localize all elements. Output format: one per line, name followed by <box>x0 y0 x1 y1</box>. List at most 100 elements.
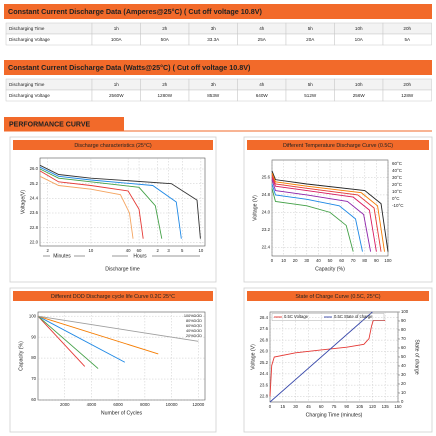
section-title: Constant Current Discharge Data (Watts@2… <box>8 63 251 72</box>
x-tick-label: 75 <box>332 404 337 409</box>
legend-entry: 10°C <box>392 189 403 194</box>
x-tick-label: 45 <box>306 404 311 409</box>
y-tick-label: 26.0 <box>260 349 269 354</box>
cell-text: 1h <box>114 26 120 31</box>
y-tick-label: 24.4 <box>260 371 269 376</box>
y-tick-label: 24.0 <box>262 210 271 215</box>
cell-text: 2h <box>162 82 168 87</box>
y-axis-label: Voltage (V) <box>250 344 256 370</box>
x-tick-label: 40 <box>126 248 131 253</box>
x-tick-label: 10 <box>89 248 94 253</box>
cell-text: 3h <box>211 82 217 87</box>
series-line <box>39 175 134 239</box>
x-axis-label: Capacity (%) <box>315 266 345 272</box>
cell-text: Discharging Time <box>9 26 45 31</box>
x-tick-label: 0 <box>269 404 272 409</box>
x-tick-label: 15 <box>280 404 285 409</box>
cell-text: 25A <box>258 37 267 42</box>
cell-text: 5h <box>308 26 314 31</box>
legend-entry: 0°C <box>392 196 400 201</box>
y-axis-label: Voltage(V) <box>20 190 26 214</box>
series-line <box>39 170 144 239</box>
x-tick-label: 12000 <box>192 402 205 407</box>
series-line <box>37 315 86 367</box>
x-tick-label: 4000 <box>87 402 97 407</box>
y2-tick-label: 80 <box>401 327 406 332</box>
x-tick-label: 10 <box>281 258 286 263</box>
x-tick-label: 3 <box>167 248 170 253</box>
cell-text: 512W <box>304 93 317 98</box>
x-axis-label: Number of Cycles <box>101 410 143 416</box>
x-tick-label: 0 <box>271 258 274 263</box>
y-tick-label: 100 <box>29 313 37 318</box>
series-line <box>271 188 354 252</box>
cell-text: 100A <box>111 37 123 42</box>
cell-text: 5h <box>308 82 314 87</box>
x-tick-label: 80 <box>362 258 367 263</box>
x-tick-label: 2000 <box>60 402 70 407</box>
y-tick-label: 23.6 <box>30 210 39 215</box>
cell-text: 128W <box>401 93 414 98</box>
x-axis-label: Charging Time (minutes) <box>306 412 363 418</box>
annotation: Hours <box>133 254 147 260</box>
x-tick-label: 135 <box>382 404 390 409</box>
y-tick-label: 70 <box>31 376 36 381</box>
cell-text: 3h <box>211 26 217 31</box>
chart-title: Different DOD Discharge cycle life Curve… <box>51 294 175 300</box>
y-tick-label: 24.4 <box>30 195 39 200</box>
series-line <box>37 315 99 369</box>
panel-title-bar <box>247 140 429 150</box>
cell-text: 33.3A <box>207 37 220 42</box>
y2-tick-label: 100 <box>401 309 409 314</box>
cell-text: 256W <box>353 93 366 98</box>
legend-entry: 100%DOD <box>184 314 202 318</box>
cell-text: Discharging Time <box>9 82 45 87</box>
legend-entry: 80%DOD <box>186 319 202 323</box>
x-tick-label: 90 <box>374 258 379 263</box>
y-tick-label: 25.2 <box>260 360 269 365</box>
legend-entry: 40%DOD <box>186 329 202 333</box>
x-tick-label: 105 <box>356 404 364 409</box>
cell-text: 1280W <box>157 93 172 98</box>
panel-title-bar <box>13 291 213 301</box>
annotation-bg <box>50 253 74 259</box>
y-tick-label: 23.6 <box>260 382 269 387</box>
section-header <box>4 4 432 19</box>
series-line <box>271 175 382 252</box>
cell-text: 5A <box>404 37 411 42</box>
x-tick-label: 60 <box>339 258 344 263</box>
chart-title: State of Charge Curve (0.5C, 25°C) <box>295 294 380 300</box>
x-tick-label: 30 <box>304 258 309 263</box>
y-tick-label: 22.0 <box>30 239 39 244</box>
panel-title-bar <box>13 140 213 150</box>
x-tick-label: 5 <box>181 248 184 253</box>
cell-text: 4h <box>259 82 265 87</box>
section-header <box>4 60 432 75</box>
cell-text: Discharging Voltage <box>9 37 50 42</box>
panel-title-bar <box>247 291 429 301</box>
y2-axis-label: State of charge <box>414 339 420 374</box>
x-tick-label: 2 <box>47 248 50 253</box>
x-tick-label: 20 <box>293 258 298 263</box>
x-tick-label: 100 <box>384 258 392 263</box>
cell-text: 20A <box>306 37 315 42</box>
series-line <box>37 315 199 342</box>
legend-entry: 60%DOD <box>186 324 202 328</box>
legend-frame <box>271 313 385 321</box>
y-tick-label: 25.2 <box>30 181 39 186</box>
cell-text: 20h <box>403 26 411 31</box>
section-title: Constant Current Discharge Data (Amperes… <box>8 7 263 16</box>
y2-tick-label: 40 <box>401 363 406 368</box>
series-line <box>37 315 159 355</box>
legend-entry: 20°C <box>392 182 403 187</box>
y2-tick-label: 60 <box>401 345 406 350</box>
x-tick-label: 6000 <box>113 402 123 407</box>
y-axis-label: Capacity (%) <box>18 341 24 371</box>
y-axis-label: Voltage (V) <box>252 195 258 221</box>
legend-entry: 20%DOD <box>186 334 202 338</box>
chart-panel: Different DOD Discharge cycle life Curve… <box>9 287 217 433</box>
plot-area <box>37 311 206 401</box>
chart-panel: Different Temperature Discharge Curve (0… <box>243 136 433 283</box>
